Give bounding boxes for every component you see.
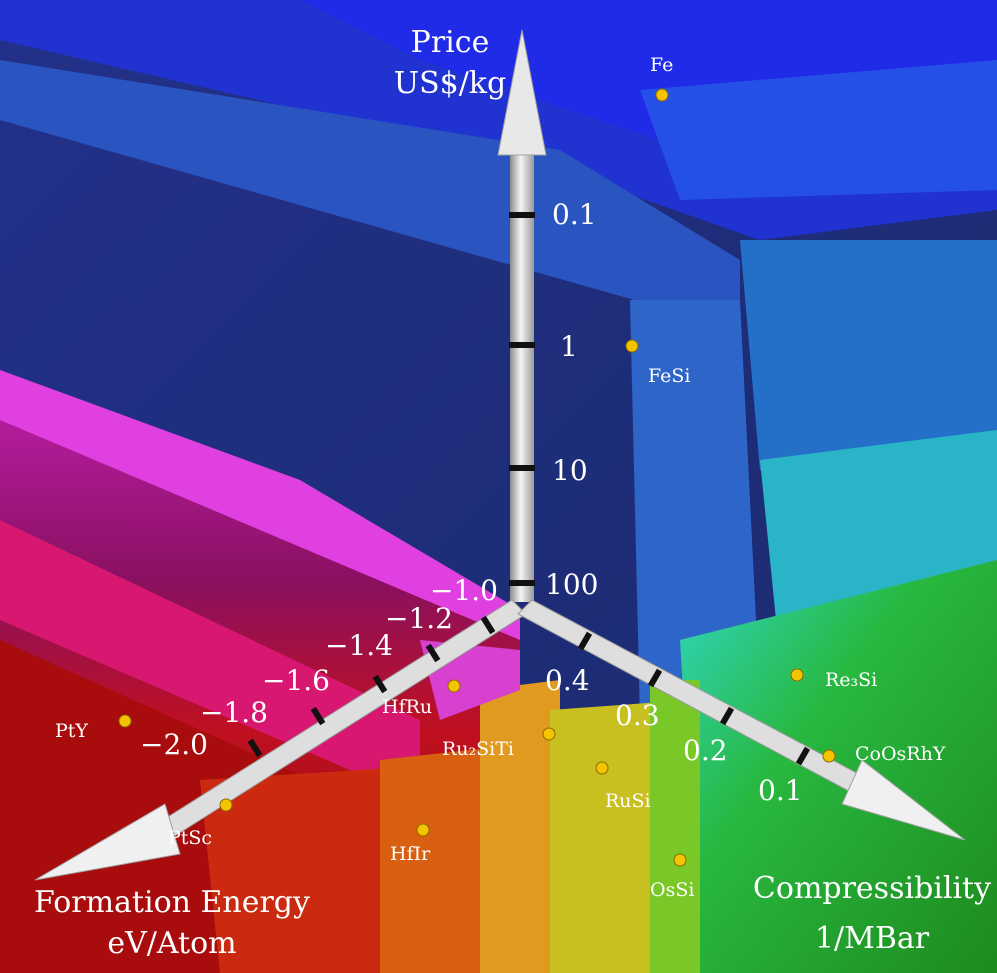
formation-tick-label: −1.6 [262,664,330,697]
price-tick-label: 1 [560,330,578,363]
material-points: Fe FeSi Re₃Si CoOsRhY RuSi OsSi Ru₂SiTi HfRu HfI… [55,54,946,901]
material-marker [118,714,132,728]
material-marker [219,798,233,812]
compress-tick-mark [795,746,811,766]
price-axis-title-line1: Price [411,25,490,60]
material-label: PtSc [168,827,212,849]
price-axis-ticks: 0.1 1 10 100 [509,198,598,601]
material-label: PtY [55,720,88,742]
material-label: Fe [650,54,673,76]
compress-axis-title-line2: 1/MBar [815,921,930,956]
compress-axis: 0.4 0.3 0.2 0.1 [517,599,966,841]
material-marker [542,727,556,741]
material-label: RuSi [605,790,651,812]
compress-tick-mark [577,631,593,651]
material-marker [625,339,639,353]
price-tick-mark [509,212,535,218]
material-label: FeSi [648,365,690,387]
price-axis-title-line2: US$/kg [394,66,506,101]
formation-tick-mark [372,674,388,694]
material-label: HfRu [382,696,432,718]
price-tick-label: 10 [552,454,588,487]
compress-tick-label: 0.1 [758,774,803,807]
formation-tick-mark [480,615,496,635]
material-label: Re₃Si [825,669,877,691]
compress-tick-mark [647,668,663,688]
compress-tick-label: 0.4 [545,664,590,697]
compress-axis-ticks: 0.4 0.3 0.2 0.1 [545,631,811,807]
compress-axis-title-line1: Compressibility [753,871,991,906]
material-label: HfIr [390,843,431,865]
formation-tick-label: −1.2 [385,602,453,635]
formation-tick-label: −2.0 [140,728,208,761]
formation-tick-mark [247,738,263,758]
formation-tick-label: −1.4 [325,629,393,662]
material-marker [673,853,687,867]
price-tick-mark [509,580,535,586]
formation-tick-mark [310,706,326,726]
formation-axis-title-line2: eV/Atom [107,926,236,961]
compress-tick-mark [719,706,735,726]
formation-tick-label: −1.8 [200,696,268,729]
material-marker [655,88,669,102]
price-tick-mark [509,465,535,471]
material-marker [822,749,836,763]
formation-axis-ticks: −1.0−1.2−1.4−1.6−1.8−2.0 [140,574,498,761]
compress-tick-label: 0.3 [615,699,660,732]
material-marker [416,823,430,837]
material-label: OsSi [650,879,694,901]
material-marker [447,679,461,693]
formation-tick-label: −1.0 [430,574,498,607]
price-axis: 0.1 1 10 100 [497,29,598,602]
formation-axis: −1.0−1.2−1.4−1.6−1.8−2.0 [34,574,527,881]
material-label: CoOsRhY [855,743,946,765]
price-tick-label: 0.1 [552,198,597,231]
compress-tick-label: 0.2 [683,734,728,767]
price-tick-label: 100 [545,568,598,601]
price-tick-mark [509,342,535,348]
formation-axis-title-line1: Formation Energy [34,885,310,920]
material-marker [790,668,804,682]
formation-tick-mark [425,643,441,663]
material-label: Ru₂SiTi [442,738,514,760]
material-marker [595,761,609,775]
